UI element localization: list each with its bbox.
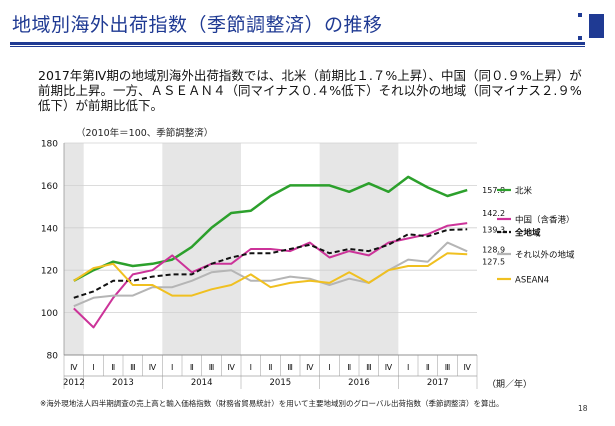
end-value-label: 157.8 [482, 186, 505, 195]
x-axis: Ⅳ Ⅰ Ⅱ Ⅲ Ⅳ Ⅰ Ⅱ Ⅲ Ⅳ Ⅰ Ⅱ Ⅲ Ⅳ Ⅰ Ⅱ Ⅲ Ⅳ Ⅰ Ⅱ Ⅲ Ⅳ 2012 2013 2014 2015 201… [63, 355, 478, 389]
legend-label: それ以外の地域 [515, 250, 575, 261]
y-tick-label: 140 [41, 224, 58, 234]
x-quarter-label: Ⅳ [385, 363, 393, 372]
x-quarter-label: Ⅱ [190, 363, 194, 372]
end-value-labels: 157.8 142.2 139.3 128.9 127.5 [482, 186, 505, 266]
shaded-band [319, 143, 399, 355]
corner-decoration [589, 14, 604, 38]
x-year-label: 2017 [427, 378, 449, 388]
x-quarter-label: Ⅰ [92, 363, 94, 372]
x-quarter-label: Ⅳ [149, 363, 157, 372]
shaded-year-bands [64, 143, 399, 355]
series-line [73, 241, 468, 308]
unit-note: （2010年＝100、季節調整済） [76, 128, 214, 139]
series-line [73, 222, 468, 329]
shaded-band [162, 143, 241, 355]
x-quarter-label: Ⅳ [227, 363, 235, 372]
x-quarter-label: Ⅱ [111, 363, 115, 372]
x-quarter-label: Ⅰ [250, 363, 252, 372]
legend-label: 全地域 [514, 228, 541, 239]
x-axis-unit-label: （期／年） [487, 378, 532, 390]
y-tick-label: 180 [41, 140, 58, 150]
x-year-label: 2012 [63, 378, 85, 388]
x-quarter-label: Ⅳ [70, 363, 78, 372]
x-quarter-label: Ⅳ [306, 363, 314, 372]
x-quarter-label: Ⅲ [287, 363, 293, 372]
y-axis: 80 100 120 140 160 180 [41, 140, 58, 362]
x-quarter-label: Ⅲ [209, 363, 215, 372]
corner-dot [578, 36, 582, 40]
x-year-label: 2016 [348, 378, 370, 388]
x-quarter-label: Ⅰ [328, 363, 330, 372]
legend-label: ASEAN4 [515, 276, 549, 286]
x-quarter-label: Ⅲ [366, 363, 372, 372]
x-year-label: 2013 [112, 378, 134, 388]
legend-label: 北米 [515, 186, 533, 197]
x-quarter-label: Ⅰ [407, 363, 409, 372]
x-quarter-label: Ⅳ [463, 363, 471, 372]
page-number: 18 [578, 404, 588, 413]
series-line [73, 252, 468, 297]
x-year-label: 2015 [270, 378, 292, 388]
corner-dot [578, 13, 582, 17]
series-line [73, 175, 468, 282]
x-quarter-label: Ⅱ [269, 363, 273, 372]
chart-series [73, 175, 468, 329]
x-quarter-label: Ⅱ [347, 363, 351, 372]
x-quarter-label: Ⅰ [171, 363, 173, 372]
title-divider-thin [10, 46, 585, 47]
page-title: 地域別海外出荷指数（季節調整済）の推移 [12, 14, 383, 36]
chart-gridlines [63, 142, 477, 356]
y-tick-label: 120 [41, 267, 58, 277]
x-quarter-label: Ⅲ [130, 363, 136, 372]
end-value-label: 127.5 [482, 257, 505, 266]
y-tick-label: 80 [47, 352, 59, 362]
x-year-label: 2014 [191, 378, 213, 388]
y-tick-label: 100 [41, 309, 58, 319]
shaded-band [64, 143, 84, 355]
end-value-label: 142.2 [482, 209, 505, 218]
summary-text: 2017年第Ⅳ期の地域別海外出荷指数では、北米（前期比１.７%上昇）、中国（同０… [38, 68, 582, 113]
footnote: ※海外現地法人四半期調査の売上高と輸入価格指数（財務省貿易統計）を用いて主要地域… [40, 399, 504, 408]
x-quarter-label: Ⅲ [445, 363, 451, 372]
legend-label: 中国（含香港） [515, 215, 575, 226]
x-quarter-label: Ⅱ [426, 363, 430, 372]
end-value-label: 139.3 [482, 225, 505, 234]
y-tick-label: 160 [41, 182, 58, 192]
end-value-label: 128.9 [482, 245, 505, 254]
title-divider [10, 42, 585, 45]
